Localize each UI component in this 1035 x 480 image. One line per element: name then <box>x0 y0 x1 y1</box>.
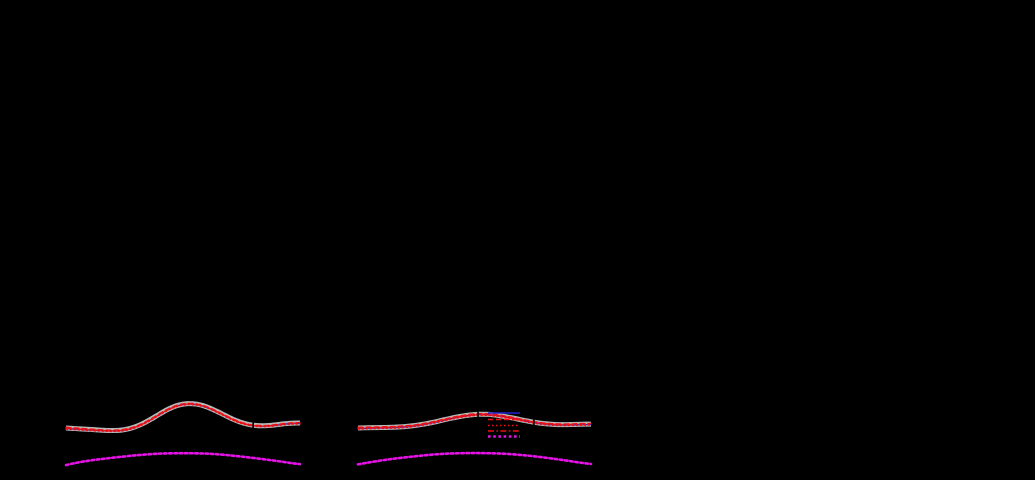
right-panel-magenta-dotted <box>356 451 593 466</box>
left-panel-magenta-dotted <box>64 451 302 467</box>
left-panel-red-dashdot <box>65 403 301 432</box>
right-panel-red-dotted <box>357 414 592 430</box>
right-panel <box>350 0 700 480</box>
left-panel-plot <box>64 401 302 467</box>
chart-legend <box>487 408 521 440</box>
right-panel-red-dashed <box>357 412 592 428</box>
left-panel <box>0 0 350 480</box>
left-panel-red-dashed <box>65 402 301 431</box>
right-panel-plot <box>356 409 593 466</box>
right-panel-red-dashdot <box>357 413 592 429</box>
left-panel-red-dotted <box>65 403 301 433</box>
legend-swatches <box>488 412 520 438</box>
